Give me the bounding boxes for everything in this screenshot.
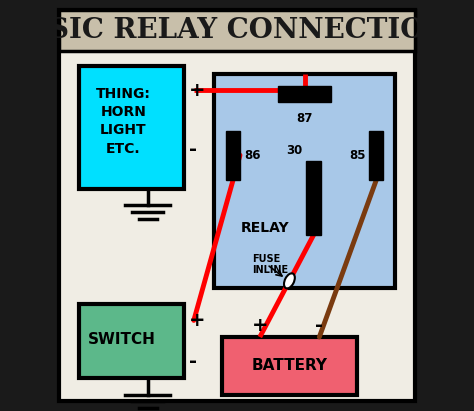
Bar [222, 337, 357, 395]
Bar [79, 304, 184, 378]
Text: FUSE
INLINE: FUSE INLINE [252, 254, 288, 275]
Text: -: - [189, 140, 197, 159]
Bar [278, 86, 331, 102]
Text: BASIC RELAY CONNECTIONS: BASIC RELAY CONNECTIONS [4, 17, 470, 44]
Text: 30: 30 [286, 144, 303, 157]
Text: -: - [189, 352, 197, 372]
Text: RELAY: RELAY [241, 221, 289, 235]
Text: +: + [252, 316, 268, 335]
Text: +: + [189, 311, 205, 330]
Bar [226, 131, 240, 180]
Text: 87: 87 [296, 112, 313, 125]
Text: 85: 85 [349, 149, 365, 162]
Text: +: + [189, 81, 205, 100]
Bar [59, 10, 415, 51]
Text: THING:
HORN
LIGHT
ETC.: THING: HORN LIGHT ETC. [96, 87, 151, 156]
Text: BATTERY: BATTERY [252, 358, 328, 373]
Text: -: - [315, 316, 323, 335]
Bar [79, 66, 184, 189]
Text: 86: 86 [244, 149, 260, 162]
Bar [369, 131, 383, 180]
Ellipse shape [284, 273, 295, 289]
Bar [307, 161, 321, 235]
Bar [214, 74, 395, 288]
Text: SWITCH: SWITCH [87, 332, 155, 347]
